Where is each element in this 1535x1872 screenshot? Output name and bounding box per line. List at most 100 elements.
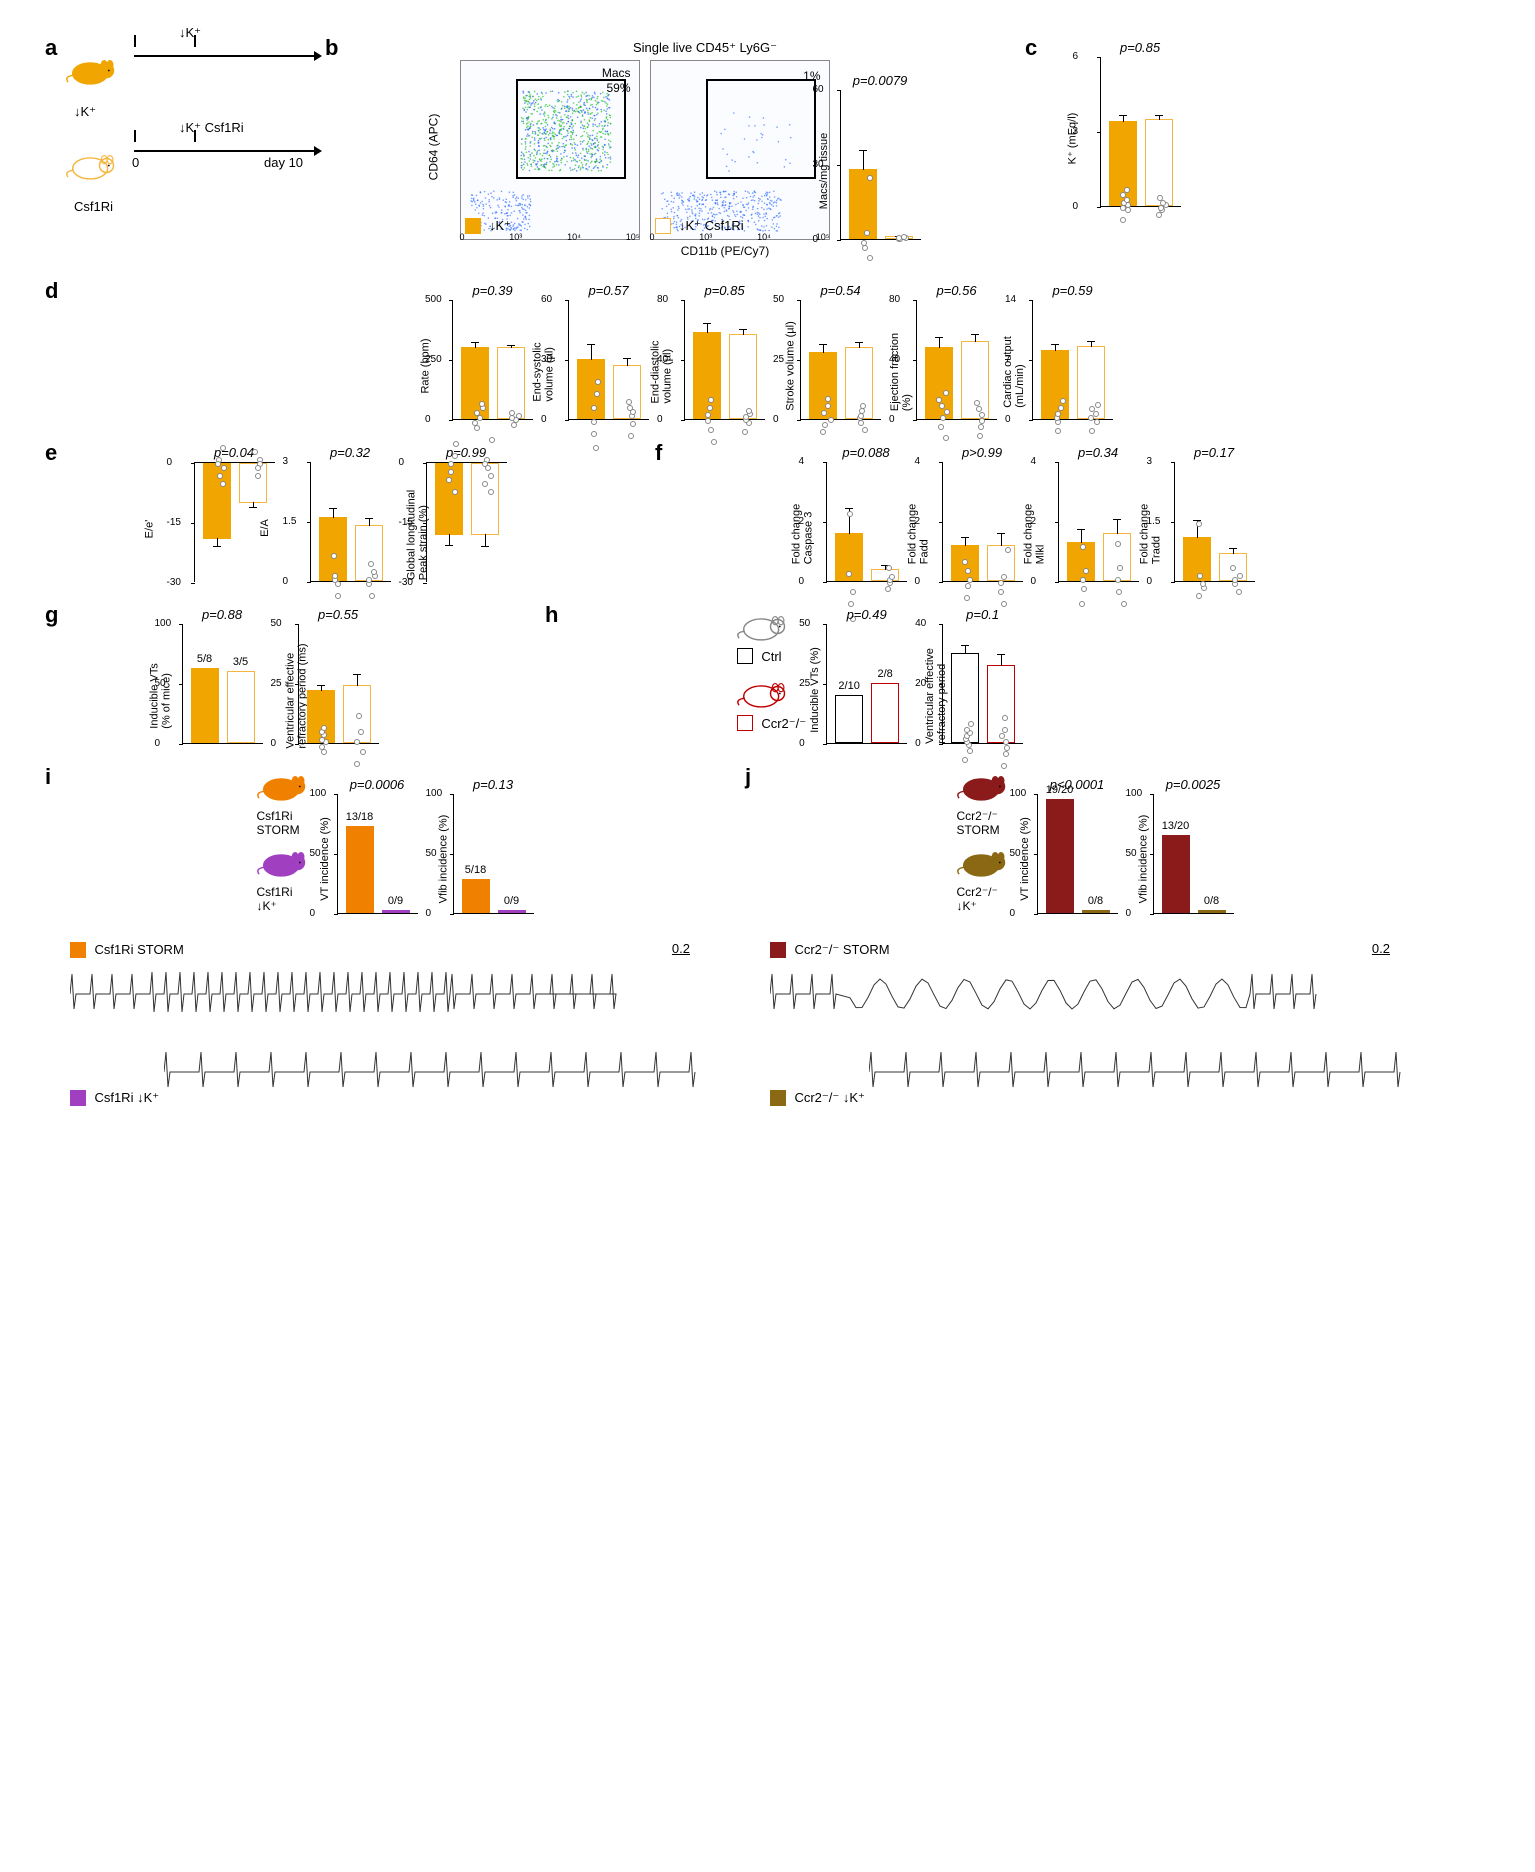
facs-tick: 0 bbox=[650, 232, 655, 242]
data-point bbox=[331, 553, 337, 559]
bar-0 bbox=[203, 463, 231, 539]
tick-label: 40 bbox=[889, 354, 900, 365]
tick-label: 0 bbox=[773, 414, 779, 425]
bar-0: 2/10 bbox=[835, 695, 863, 743]
bar-chart: p=0.59 Cardiac output(mL/min)0714 bbox=[1032, 283, 1113, 420]
bar-0: 5/18 bbox=[462, 879, 490, 913]
bar-0 bbox=[461, 347, 489, 419]
bar-1: 0/8 bbox=[1082, 910, 1110, 913]
tick-label: 0 bbox=[799, 576, 805, 587]
tick-label: 3 bbox=[283, 456, 289, 467]
facs-legend: ↓K⁺ Csf1Ri bbox=[679, 218, 744, 233]
y-axis-label: Cardiac output(mL/min) bbox=[1002, 336, 1026, 408]
data-point bbox=[938, 424, 944, 430]
data-point bbox=[1237, 573, 1243, 579]
facs-tick: 10³ bbox=[699, 232, 712, 242]
panel-label-h: h bbox=[545, 602, 558, 628]
tick-label: 30 bbox=[541, 354, 552, 365]
data-point bbox=[1120, 192, 1126, 198]
timeline-treatment: ↓K⁺ Csf1Ri bbox=[179, 120, 244, 136]
mouse-label: Csf1Ri bbox=[74, 199, 334, 214]
bar-0 bbox=[951, 653, 979, 743]
mouse-label: Csf1Ri STORM bbox=[257, 809, 317, 837]
data-point bbox=[705, 418, 711, 424]
bar-chart: p=0.39 Rate (bpm)0250500 bbox=[452, 283, 533, 420]
bar-1 bbox=[885, 236, 913, 239]
y-axis-label: Rate (bpm) bbox=[420, 338, 432, 393]
bar-chart: p=0.0079 Macs/mg tissue03060 bbox=[840, 73, 921, 240]
data-point bbox=[825, 403, 831, 409]
data-point bbox=[1093, 411, 1099, 417]
p-value: p=0.56 bbox=[936, 283, 976, 298]
data-point bbox=[1089, 428, 1095, 434]
y-axis-label: Fold changeTradd bbox=[1138, 503, 1162, 564]
data-point bbox=[1120, 217, 1126, 223]
data-point bbox=[332, 573, 338, 579]
data-point bbox=[360, 749, 366, 755]
p-value: p=0.1 bbox=[966, 607, 999, 622]
data-point bbox=[1230, 565, 1236, 571]
data-point bbox=[979, 418, 985, 424]
data-point bbox=[962, 559, 968, 565]
tick-label: 0 bbox=[1031, 576, 1037, 587]
bar-1 bbox=[1219, 553, 1247, 581]
panel-label-b: b bbox=[325, 35, 338, 61]
bar-count: 0/9 bbox=[388, 895, 403, 907]
data-point bbox=[999, 733, 1005, 739]
data-point bbox=[1116, 589, 1122, 595]
bar-count: 13/18 bbox=[346, 811, 374, 823]
mouse-icon bbox=[66, 53, 126, 88]
y-axis-label: Macs/mg tissue bbox=[818, 132, 830, 208]
data-point bbox=[594, 391, 600, 397]
panel-label-e: e bbox=[45, 440, 57, 466]
tick-label: 14 bbox=[1005, 294, 1016, 305]
tick-label: 4 bbox=[915, 456, 921, 467]
p-value: p=0.57 bbox=[588, 283, 628, 298]
bar-count: 5/8 bbox=[197, 653, 212, 665]
tick-label: 100 bbox=[155, 618, 172, 629]
tick-label: 0 bbox=[915, 576, 921, 587]
tick-label: 250 bbox=[425, 354, 442, 365]
data-point bbox=[1080, 577, 1086, 583]
tick-label: 7 bbox=[1005, 354, 1011, 365]
data-point bbox=[1060, 398, 1066, 404]
data-point bbox=[488, 473, 494, 479]
bar-0 bbox=[1183, 537, 1211, 581]
data-point bbox=[998, 580, 1004, 586]
data-point bbox=[1055, 428, 1061, 434]
data-point bbox=[591, 405, 597, 411]
row-abc: a ↓K⁺ ↓K⁺ ↓K⁺ Csf1Ri 0 day bbox=[40, 40, 1495, 258]
data-point bbox=[705, 412, 711, 418]
bar-1 bbox=[871, 569, 899, 581]
tick-label: 0 bbox=[915, 738, 921, 749]
data-point bbox=[861, 240, 867, 246]
bar-chart: p=0.54 Stroke volume (µl)02550 bbox=[800, 283, 881, 420]
bar-0 bbox=[1109, 121, 1137, 206]
tick-label: 0 bbox=[399, 457, 405, 468]
data-point bbox=[846, 571, 852, 577]
data-point bbox=[1095, 402, 1101, 408]
tick-label: 50 bbox=[1126, 848, 1137, 859]
data-point bbox=[255, 465, 261, 471]
bar-chart: p=0.85 K⁺ (mEq/l)036 bbox=[1100, 40, 1181, 207]
tick-label: 50 bbox=[799, 618, 810, 629]
bar-1 bbox=[1103, 533, 1131, 581]
p-value: p=0.85 bbox=[704, 283, 744, 298]
tick-label: 50 bbox=[310, 848, 321, 859]
data-point bbox=[488, 489, 494, 495]
bar-0 bbox=[951, 545, 979, 581]
bar-0 bbox=[1067, 542, 1095, 581]
facs-tick: 10⁴ bbox=[567, 232, 581, 242]
legend-text: Ctrl bbox=[761, 649, 781, 664]
data-point bbox=[885, 586, 891, 592]
tick-label: 50 bbox=[1010, 848, 1021, 859]
bar-count: 0/8 bbox=[1088, 895, 1103, 907]
y-axis-label: Vfib incidence (%) bbox=[1137, 815, 1149, 904]
tick-label: 0 bbox=[813, 234, 819, 245]
p-value: p=0.13 bbox=[473, 777, 513, 792]
data-point bbox=[886, 565, 892, 571]
data-point bbox=[1058, 405, 1064, 411]
data-point bbox=[474, 410, 480, 416]
p-value: p=0.39 bbox=[472, 283, 512, 298]
tick-label: 30 bbox=[813, 159, 824, 170]
